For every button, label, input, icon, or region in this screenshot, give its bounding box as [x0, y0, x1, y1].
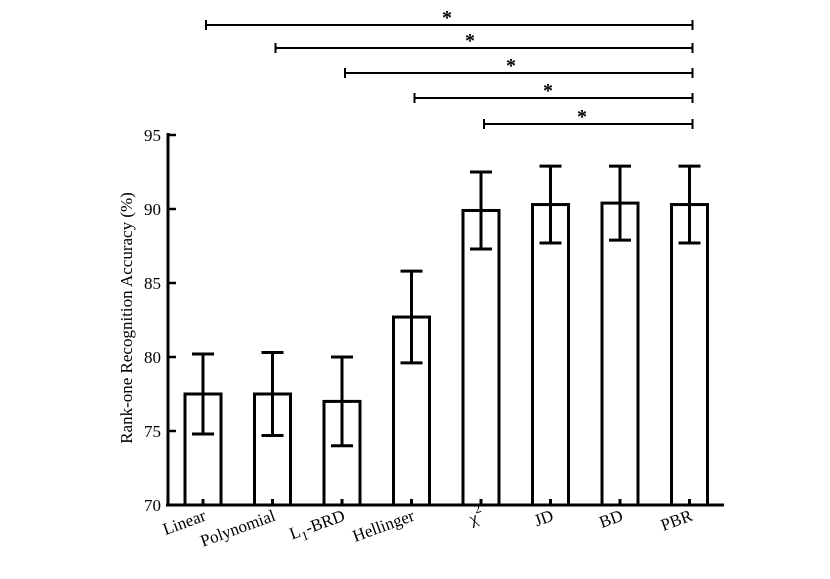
y-ticks: 70 75 80 85 90 95 — [144, 126, 176, 515]
bar-2 — [461, 208, 501, 507]
x-tick-label-polynomial: Polynomial — [198, 506, 278, 551]
y-axis-label: Rank-one Recognition Accuracy (%) — [117, 192, 136, 444]
x-tick-label-l1-brd: L1-BRD — [287, 506, 349, 547]
x-tick-label-jd: JD — [532, 506, 556, 530]
y-tick-label-90: 90 — [144, 200, 161, 219]
bar-bd — [600, 201, 640, 507]
axes — [166, 133, 724, 507]
x-tick-label-bd: BD — [597, 506, 626, 532]
significance-linear-pbr-star: * — [442, 7, 452, 29]
significance-hellinger-pbr-star: * — [543, 80, 553, 102]
y-tick-label-80: 80 — [144, 348, 161, 367]
significance-polynomial-pbr-star: * — [465, 30, 475, 52]
y-tick-label-95: 95 — [144, 126, 161, 145]
significance-l1-brd-pbr-star: * — [506, 55, 516, 77]
x-tick-label-hellinger: Hellinger — [350, 506, 417, 546]
y-tick-label-75: 75 — [144, 422, 161, 441]
significance-brackets: * * * * * — [205, 7, 694, 129]
y-tick-label-85: 85 — [144, 274, 161, 293]
y-tick-label-70: 70 — [144, 496, 161, 515]
bar-jd — [531, 203, 570, 507]
significance-2-pbr-star: * — [577, 106, 587, 128]
bars — [183, 164, 709, 507]
x-tick-label-pbr: PBR — [658, 506, 695, 535]
bar-pbr — [670, 203, 709, 507]
